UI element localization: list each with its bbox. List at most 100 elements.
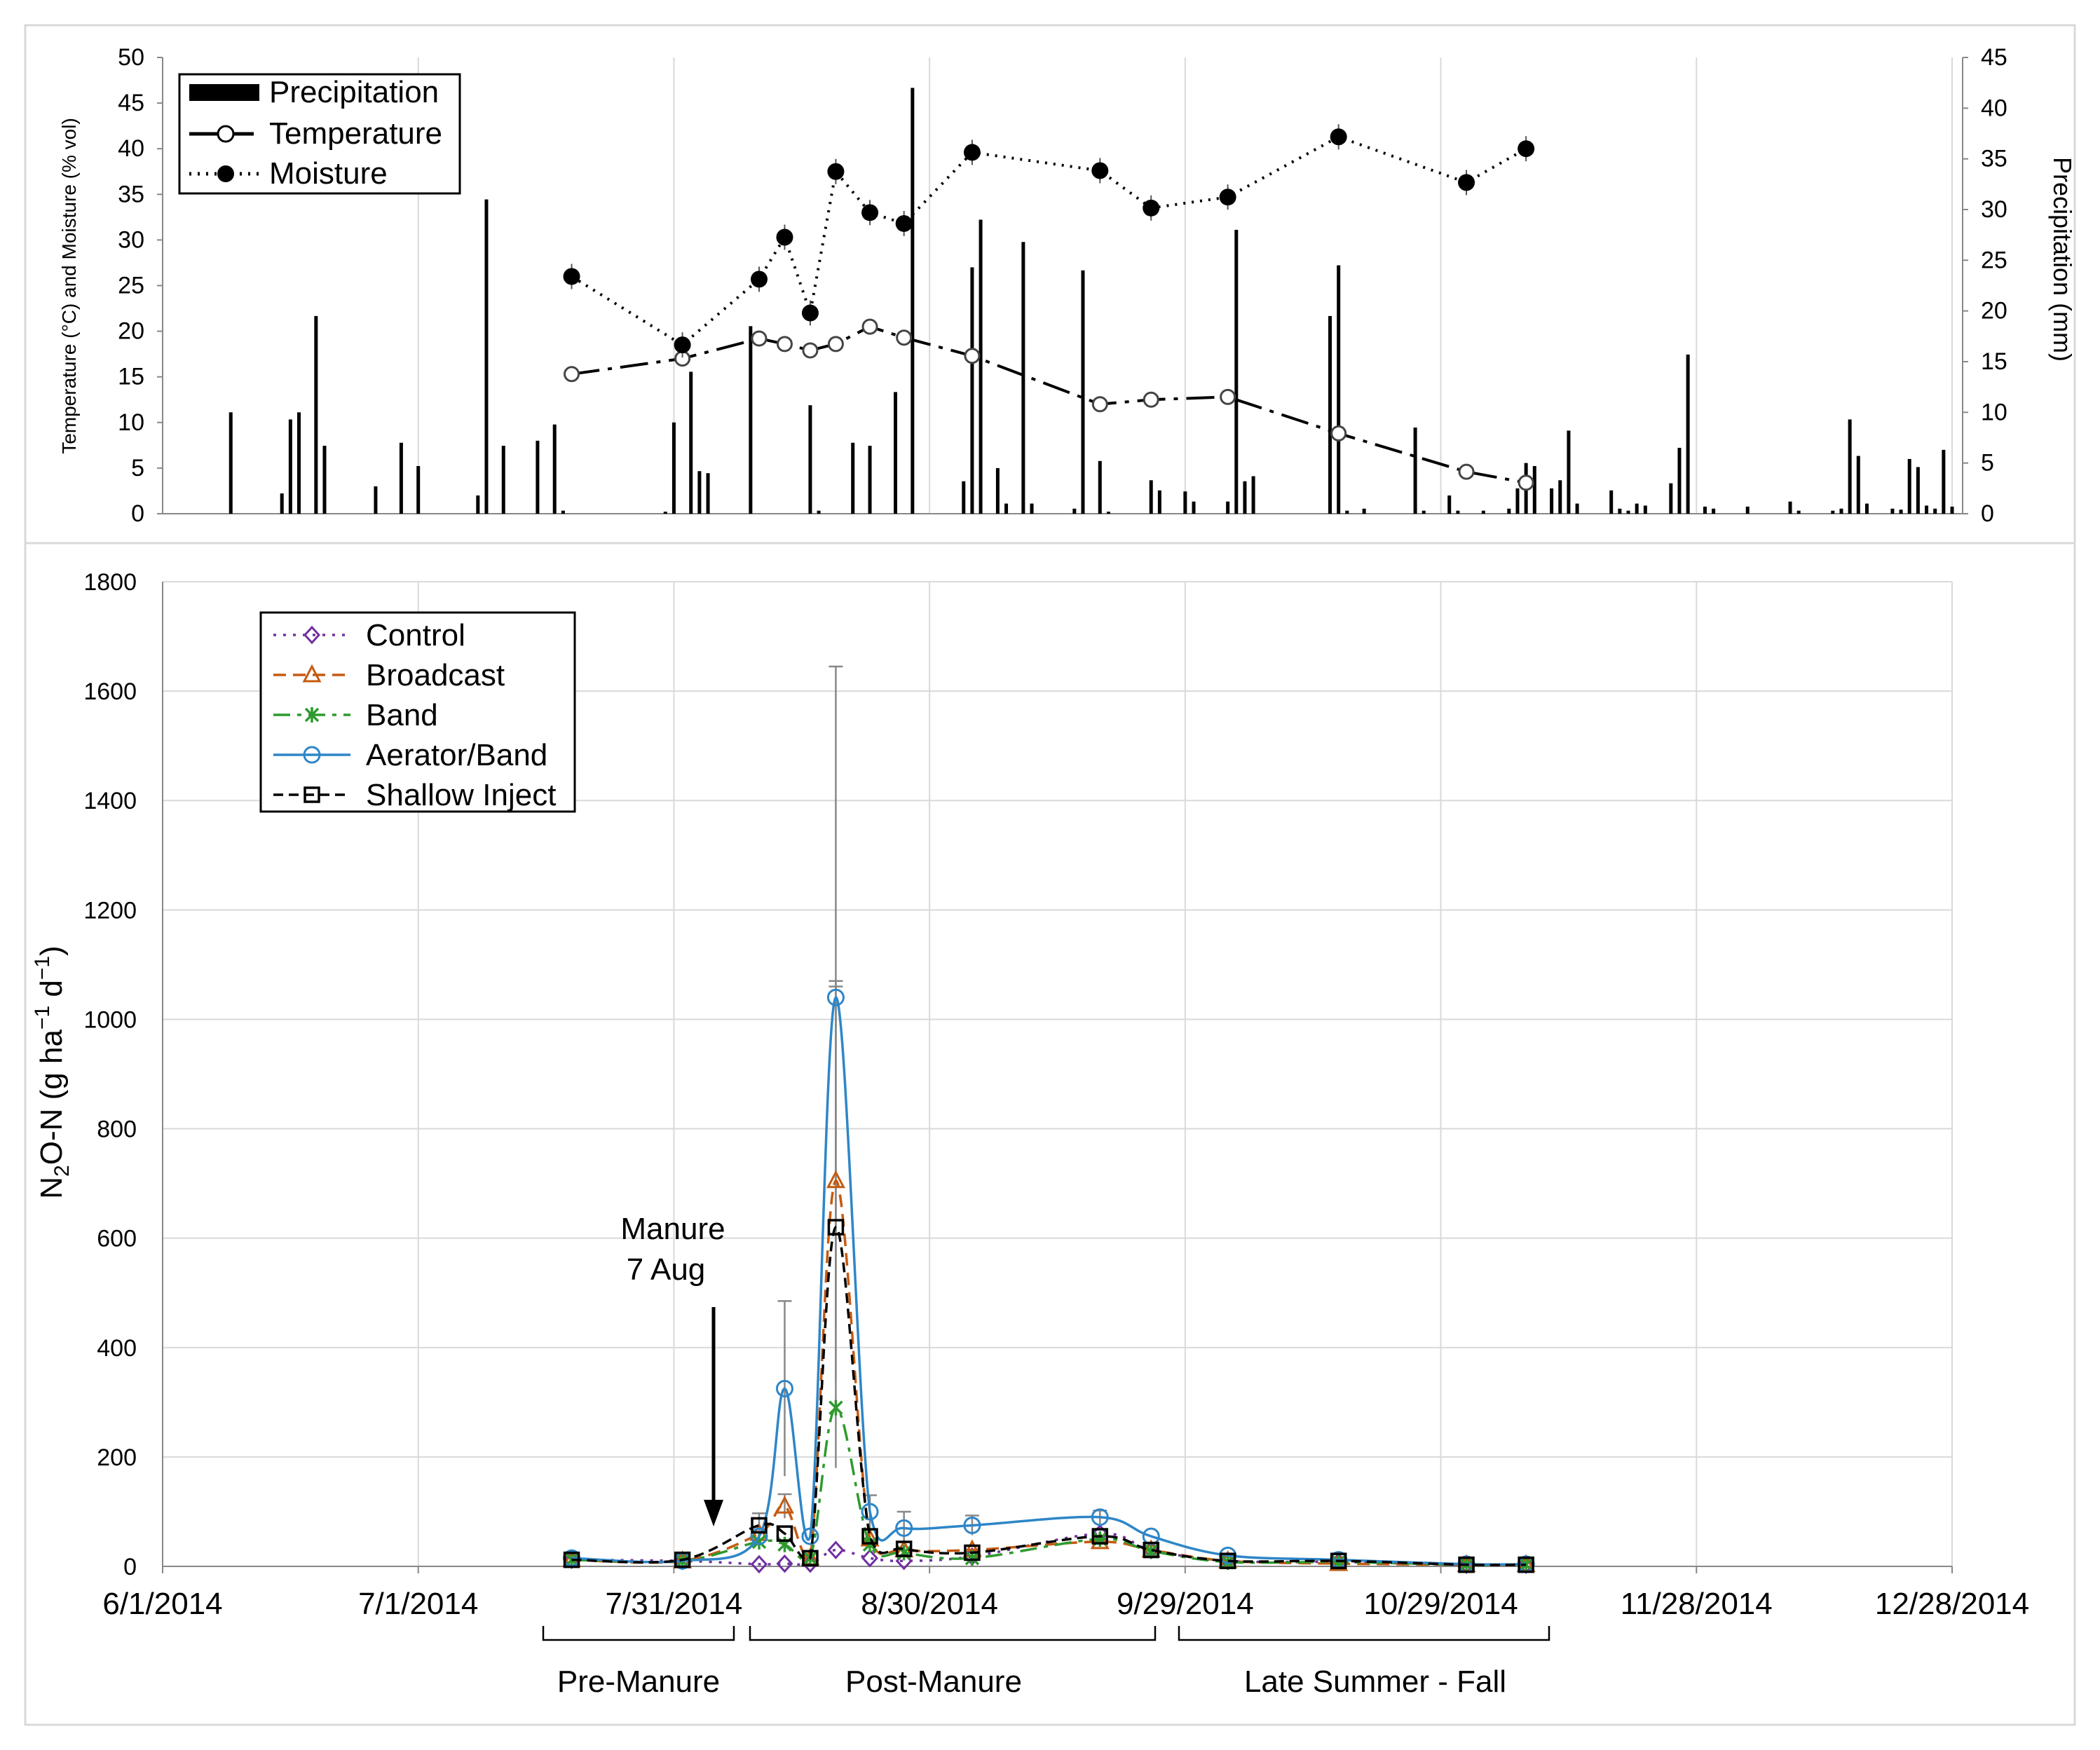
precip-bar (374, 486, 378, 514)
bottom-x-tick-labels: 6/1/2014 7/1/2014 7/31/2014 8/30/2014 9/29/2… (102, 1566, 2029, 1621)
precip-bar (501, 446, 505, 514)
precip-bar (970, 267, 974, 514)
bottom-y-tick-label: 1600 (83, 678, 137, 705)
legend-marker (304, 786, 320, 803)
precip-bar (1106, 512, 1110, 514)
legend-label-aerator-band: Aerator/Band (366, 738, 547, 772)
series-point-shallow-inject (563, 1551, 580, 1568)
precip-bar (1916, 467, 1920, 514)
temperature-point (1143, 391, 1159, 408)
top-right-tick-labels: 0 5 10 15 20 25 30 35 40 45 (1963, 44, 2007, 527)
moisture-point (751, 271, 768, 288)
precip-bar (663, 512, 667, 514)
top-y2-tick-label: 30 (1981, 196, 2007, 223)
temperature-point (1091, 396, 1108, 413)
bottom-y-tick-label: 1400 (83, 788, 137, 814)
moisture-point (827, 163, 845, 180)
bracket-late-summer-fall (1178, 1626, 1550, 1641)
precip-bar (399, 442, 403, 514)
precip-bar (288, 419, 292, 514)
bracket-pre-manure (542, 1626, 735, 1641)
top-y-tick-label: 40 (118, 135, 144, 162)
precip-bar (1626, 510, 1630, 514)
bottom-x-tick-label: 7/31/2014 (606, 1587, 743, 1621)
series-point-shallow-inject (1458, 1556, 1475, 1573)
precip-bar (297, 412, 301, 514)
legend-label-control: Control (366, 618, 465, 652)
precip-bar (1831, 510, 1835, 514)
precip-bar (851, 442, 855, 514)
precip-bar (322, 446, 327, 514)
precip-bar (1421, 510, 1426, 514)
precip-bar (1635, 503, 1639, 514)
series-point-shallow-inject (1330, 1552, 1347, 1569)
legend-marker (304, 707, 320, 723)
precip-bar (995, 467, 1000, 514)
series-point-shallow-inject (1091, 1528, 1109, 1545)
series-point-broadcast (775, 1495, 794, 1514)
series-point-aerator-band (895, 1519, 913, 1537)
precip-bar (1532, 466, 1536, 514)
legend-moisture-label: Moisture (269, 156, 388, 191)
legend-label-band: Band (366, 698, 438, 732)
bottom-x-tick-label: 7/1/2014 (358, 1587, 478, 1621)
period-label-pre-manure: Pre-Manure (557, 1664, 720, 1699)
precip-bar (1788, 501, 1792, 514)
series-point-shallow-inject (1518, 1556, 1534, 1573)
precip-bar (1021, 242, 1025, 514)
precip-bar (1907, 458, 1911, 514)
precip-bar (1251, 476, 1255, 514)
precip-bar (314, 315, 318, 514)
precip-bar (979, 219, 983, 514)
temperature-point (802, 342, 819, 359)
moisture-point (963, 144, 981, 161)
precip-bar (1413, 428, 1417, 514)
top-y2-tick-label: 5 (1981, 450, 1994, 477)
bottom-x-tick-label: 6/1/2014 (102, 1587, 222, 1621)
temperature-point (827, 336, 844, 353)
precip-bar (671, 422, 676, 514)
temperature-point (964, 348, 981, 364)
series-point-shallow-inject (827, 1219, 845, 1236)
precip-bar (1362, 508, 1366, 514)
series-point-aerator-band (1091, 1508, 1109, 1526)
bottom-legend: Control Broadcast Band Aerator/Band Shallow … (259, 611, 576, 813)
precip-bar (1558, 480, 1562, 514)
precip-bar (1328, 315, 1332, 514)
series-point-control (776, 1554, 793, 1573)
temperature-point (896, 329, 913, 346)
temperature-point (1518, 474, 1534, 491)
legend-precipitation-label: Precipitation (269, 75, 439, 109)
precip-bar (1098, 460, 1102, 514)
top-y-tick-label: 15 (118, 364, 144, 390)
top-y2-tick-label: 15 (1981, 348, 2007, 375)
precip-bar (1004, 503, 1009, 514)
bottom-y-axis-label: N2O-N (g ha−1 d−1) (31, 945, 74, 1198)
legend-moisture-marker (217, 165, 234, 182)
precip-bar (1745, 506, 1750, 514)
moisture-point (1518, 140, 1535, 158)
bottom-x-tick-label: 8/30/2014 (861, 1587, 998, 1621)
series-line-control (571, 1532, 1527, 1566)
n2o-chart: 0 200 400 600 800 1000 1200 1400 1600 1800 6/1/20… (31, 569, 2029, 1699)
precip-bar (1192, 501, 1196, 514)
precip-bar (1243, 481, 1247, 514)
precip-bar (817, 510, 821, 514)
top-y2-tick-label: 25 (1981, 247, 2007, 273)
precip-bar (1550, 488, 1554, 514)
series-point-shallow-inject (861, 1528, 878, 1545)
bottom-y-tick-label: 200 (97, 1444, 137, 1471)
moisture-point (895, 214, 913, 232)
precip-bar (280, 493, 284, 514)
series-point-control (750, 1554, 768, 1574)
temperature-point (751, 330, 768, 347)
bottom-x-tick-label: 11/28/2014 (1621, 1587, 1773, 1621)
precip-bar (1703, 506, 1707, 514)
precip-bar (1942, 449, 1946, 514)
series-point-band (829, 1400, 843, 1416)
precip-bar (1899, 510, 1903, 514)
temperature-point (776, 336, 793, 353)
manure-annotation-line1: Manure (620, 1212, 725, 1246)
